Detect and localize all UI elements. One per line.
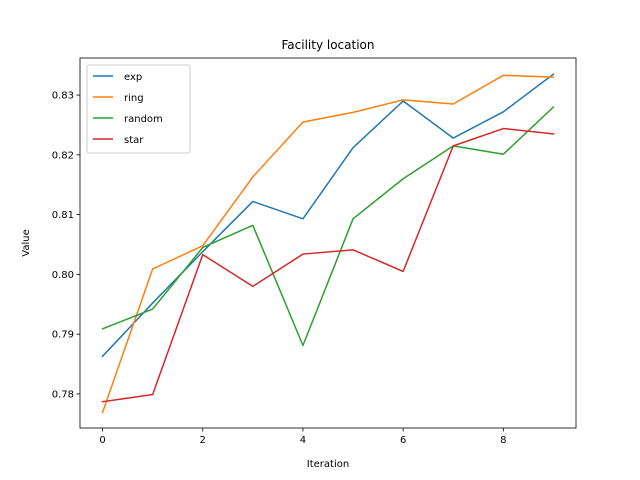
- y-tick-label: 0.82: [52, 150, 74, 161]
- x-tick-label: 4: [300, 435, 306, 446]
- legend-label-star: star: [124, 135, 144, 146]
- y-tick-label: 0.81: [52, 210, 74, 221]
- series-line-ring: [101, 74, 555, 414]
- plot-frame: [79, 57, 577, 429]
- x-tick-label: 6: [400, 435, 406, 446]
- chart-title: Facility location: [282, 38, 375, 52]
- y-axis-ticks: 0.78 0.79 0.80 0.81 0.82 0.83: [52, 91, 80, 400]
- legend-box: [86, 64, 191, 154]
- y-tick-label: 0.80: [52, 270, 74, 281]
- series-line-star: [101, 127, 555, 403]
- y-tick-label: 0.79: [52, 330, 74, 341]
- series-layer: [101, 73, 555, 414]
- series-line-random: [101, 105, 555, 347]
- x-tick-label: 2: [200, 435, 206, 446]
- x-tick-label: 0: [99, 435, 105, 446]
- legend-label-random: random: [124, 114, 163, 125]
- y-tick-label: 0.78: [52, 389, 74, 400]
- x-axis-label: Iteration: [307, 459, 349, 470]
- y-axis-label: Value: [21, 229, 32, 256]
- y-tick-label: 0.83: [52, 91, 74, 102]
- legend-label-ring: ring: [124, 93, 144, 104]
- legend-label-exp: exp: [124, 72, 142, 83]
- legend: exp ring random star: [86, 64, 191, 154]
- x-axis-ticks: 0 2 4 6 8: [99, 428, 507, 446]
- x-tick-label: 8: [500, 435, 506, 446]
